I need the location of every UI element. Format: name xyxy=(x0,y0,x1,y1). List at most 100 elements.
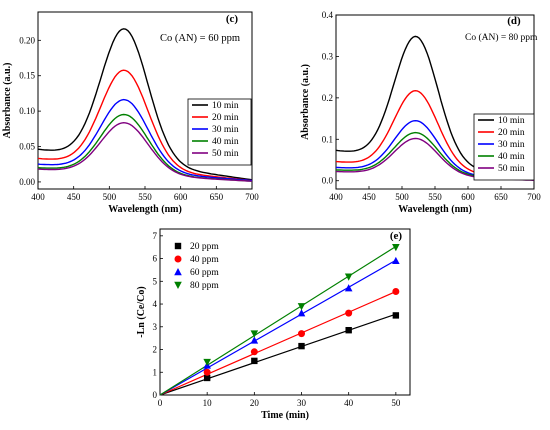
y-axis-label: -Ln (Ce/Co) xyxy=(136,286,147,337)
data-point-40-ppm xyxy=(250,348,258,356)
legend-label: 10 min xyxy=(498,116,525,126)
panel-label: (e) xyxy=(390,230,403,242)
legend-label: 50 min xyxy=(498,164,525,174)
y-tick-label: 0.3 xyxy=(322,51,334,61)
x-tick-label: 450 xyxy=(67,192,81,202)
x-tick-label: 700 xyxy=(245,192,259,202)
y-axis-label: Absorbance (a.u.) xyxy=(2,63,13,139)
legend-label: 40 min xyxy=(498,152,525,162)
y-tick-label: 7 xyxy=(153,231,158,241)
data-point-60-ppm xyxy=(392,256,400,265)
legend-label: 30 min xyxy=(498,140,525,150)
legend-box xyxy=(473,113,535,181)
x-tick-label: 10 xyxy=(203,398,213,408)
y-tick-label: 0.0 xyxy=(322,176,334,186)
concentration-annotation: Co (AN) = 80 ppm xyxy=(465,32,538,43)
x-tick-label: 650 xyxy=(494,192,508,202)
x-tick-label: 600 xyxy=(461,192,475,202)
y-tick-label: 1 xyxy=(153,367,158,377)
y-tick-label: 0.1 xyxy=(322,134,333,144)
x-tick-label: 20 xyxy=(250,398,260,408)
x-tick-label: 650 xyxy=(210,192,224,202)
legend-label: 20 ppm xyxy=(190,242,219,252)
y-tick-label: 0.2 xyxy=(322,93,333,103)
y-tick-label: 0.00 xyxy=(19,177,35,187)
y-tick-label: 6 xyxy=(153,254,158,264)
data-point-20-ppm xyxy=(203,374,211,382)
y-tick-label: 4 xyxy=(153,299,158,309)
y-tick-label: 2 xyxy=(153,345,158,355)
y-tick-label: 3 xyxy=(153,322,158,332)
legend-label: 10 min xyxy=(212,101,239,111)
x-tick-label: 50 xyxy=(391,398,401,408)
data-point-80-ppm xyxy=(344,273,353,281)
data-point-40-ppm xyxy=(345,309,353,317)
x-tick-label: 40 xyxy=(344,398,354,408)
x-tick-label: 550 xyxy=(428,192,442,202)
data-point-20-ppm xyxy=(251,357,258,365)
data-point-80-ppm xyxy=(203,358,211,367)
y-axis-label: Absorbance (a.u.) xyxy=(300,64,311,140)
chart-panel-e: 0 10 20 30 40 50 0 1 2 3 4 5 6 7 Time (min) -Ln (Ce/Co)… xyxy=(136,228,411,421)
panel-label: (d) xyxy=(507,15,521,27)
chart-panel-c: 400 450 500 550 600 650 700 0.00 0.05 0.10 0.15 0.2… xyxy=(2,11,259,215)
legend: 10 min 20 min 30 min 40 min 50 min xyxy=(187,98,252,166)
legend-label: 20 min xyxy=(498,128,525,138)
legend-label: 20 min xyxy=(212,113,239,123)
legend: 20 ppm 40 ppm 60 ppm 80 ppm xyxy=(174,242,219,291)
data-point-40-ppm xyxy=(298,330,306,338)
panel-label: (c) xyxy=(226,13,239,25)
legend-marker xyxy=(174,255,182,263)
data-point-80-ppm xyxy=(392,243,400,252)
legend-label: 50 min xyxy=(212,149,239,159)
y-tick-label: 0.20 xyxy=(19,35,35,45)
data-point-80-ppm xyxy=(297,303,306,311)
x-tick-label: 0 xyxy=(158,398,163,408)
x-tick-label: 600 xyxy=(174,192,188,202)
x-axis-label: Wavelength (nm) xyxy=(108,204,182,215)
x-axis-label: Time (min) xyxy=(261,410,309,421)
data-point-20-ppm xyxy=(345,326,352,334)
fit-line-40-ppm xyxy=(159,290,397,396)
fit-line-80-ppm xyxy=(159,245,397,396)
x-tick-label: 450 xyxy=(362,192,376,202)
plot-frame xyxy=(159,228,411,396)
legend-label: 80 ppm xyxy=(190,281,219,291)
y-tick-label: 0.10 xyxy=(19,106,35,116)
data-point-20-ppm xyxy=(298,342,305,350)
data-point-20-ppm xyxy=(392,312,400,319)
data-point-40-ppm xyxy=(203,368,211,376)
spectrum-line-30-min xyxy=(37,98,253,182)
chart-panel-d: 400 450 500 550 600 650 700 0.0 0.1 0.2 0.3 0.4 Wave… xyxy=(300,10,541,215)
x-tick-label: 700 xyxy=(527,192,541,202)
legend-marker xyxy=(174,268,182,276)
x-tick-label: 550 xyxy=(138,192,152,202)
legend-label: 60 ppm xyxy=(190,268,219,278)
data-point-60-ppm xyxy=(250,336,259,344)
x-axis-label: Wavelength (nm) xyxy=(398,204,472,215)
data-point-60-ppm xyxy=(297,309,306,317)
y-tick-label: 0.15 xyxy=(19,71,35,81)
fit-line-20-ppm xyxy=(159,313,397,396)
spectrum-line-20-min xyxy=(37,69,253,182)
fit-line-60-ppm xyxy=(159,259,397,396)
legend-label: 40 min xyxy=(212,137,239,147)
x-tick-label: 400 xyxy=(31,192,45,202)
x-tick-label: 30 xyxy=(297,398,307,408)
legend: 10 min 20 min 30 min 40 min 50 min xyxy=(473,113,535,181)
legend-label: 30 min xyxy=(212,125,239,135)
data-point-80-ppm xyxy=(250,330,259,338)
spectrum-line-10-min xyxy=(37,28,253,181)
legend-label: 40 ppm xyxy=(190,255,219,265)
y-tick-label: 0.05 xyxy=(19,142,35,152)
spectrum-line-50-min xyxy=(37,121,253,182)
y-tick-label: 0.4 xyxy=(322,10,334,20)
legend-box xyxy=(187,98,252,166)
x-tick-label: 400 xyxy=(329,192,343,202)
data-point-60-ppm xyxy=(344,284,353,292)
y-tick-label: 0 xyxy=(153,390,158,400)
x-tick-label: 500 xyxy=(395,192,409,202)
x-tick-label: 500 xyxy=(103,192,117,202)
data-point-40-ppm xyxy=(392,288,400,296)
